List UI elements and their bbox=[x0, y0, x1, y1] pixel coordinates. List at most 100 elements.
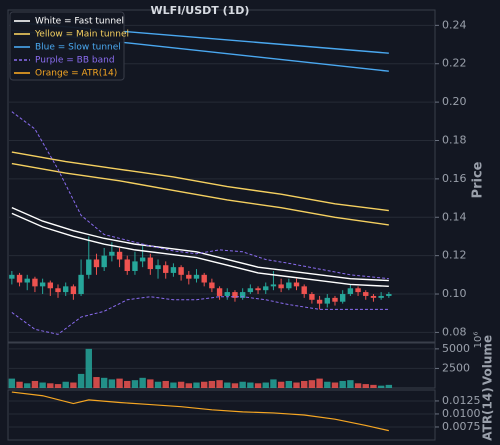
y-tick-label: 0.24 bbox=[442, 18, 467, 31]
overlay-line bbox=[11, 111, 389, 280]
volume-bar bbox=[354, 383, 362, 388]
candle-body bbox=[239, 292, 246, 298]
legend: White = Fast tunnel Yellow = Main tunnel B… bbox=[9, 11, 129, 81]
volume-bar bbox=[139, 377, 146, 388]
candle-body bbox=[286, 282, 292, 289]
y-tick-label: 2500 bbox=[442, 361, 470, 374]
volume-bar bbox=[100, 377, 108, 388]
volume-bar bbox=[16, 381, 23, 388]
candle-body bbox=[139, 257, 146, 262]
volume-bar bbox=[124, 380, 131, 388]
candle-body bbox=[132, 261, 138, 271]
volume-bar bbox=[193, 382, 200, 388]
volume-bar bbox=[224, 382, 231, 388]
volume-bar bbox=[8, 378, 16, 388]
volume-bar bbox=[231, 383, 239, 388]
y-tick-label: 0.20 bbox=[442, 95, 467, 108]
grid bbox=[8, 24, 435, 428]
candle-body bbox=[209, 282, 215, 289]
volume-bar bbox=[170, 382, 177, 388]
overlay-line bbox=[11, 212, 389, 288]
y-axis-label: Price bbox=[471, 161, 486, 198]
volume-bar bbox=[162, 380, 169, 388]
y-tick-label: 0.22 bbox=[442, 57, 467, 70]
volume-axis-label: Volume bbox=[481, 335, 495, 385]
y-tick-label: 0.18 bbox=[442, 133, 467, 146]
volume-bar bbox=[270, 379, 277, 388]
candle-body bbox=[93, 259, 100, 268]
volume-bar bbox=[216, 380, 223, 388]
overlay-line bbox=[11, 296, 389, 335]
volume-bar bbox=[62, 381, 69, 388]
volume-bar bbox=[339, 380, 346, 388]
legend-label: Blue = Slow tunnel bbox=[35, 43, 121, 53]
candle-body bbox=[39, 282, 46, 287]
chart-title: WLFI/USDT (1D) bbox=[151, 4, 250, 17]
y-tick-label: 0.10 bbox=[442, 287, 467, 300]
volume-bar bbox=[154, 381, 162, 388]
candle-body bbox=[101, 255, 107, 268]
atr-panel bbox=[7, 389, 436, 441]
candle-body bbox=[232, 292, 238, 298]
legend-label: White = Fast tunnel bbox=[35, 17, 124, 27]
candle-body bbox=[255, 288, 261, 291]
candle-body bbox=[116, 251, 123, 260]
volume-bar bbox=[185, 383, 192, 388]
volume-bar bbox=[31, 380, 39, 388]
candle-body bbox=[55, 288, 61, 293]
volume-bar bbox=[293, 382, 300, 388]
volume-bar bbox=[316, 378, 323, 388]
candle-body bbox=[109, 251, 115, 256]
candle-body bbox=[147, 257, 154, 270]
volume-bar bbox=[70, 382, 77, 388]
volume-bar bbox=[285, 380, 293, 388]
volume-bar bbox=[262, 382, 269, 388]
y-tick-label: 0.0125 bbox=[442, 394, 481, 407]
legend-label: Orange = ATR(14) bbox=[35, 69, 117, 79]
candle-body bbox=[324, 297, 330, 304]
y-tick-label: 0.16 bbox=[442, 172, 467, 185]
volume-bar bbox=[247, 382, 254, 388]
candle-body bbox=[363, 292, 369, 296]
volume-bar bbox=[308, 380, 316, 388]
candle-body bbox=[78, 274, 84, 295]
volume-bar bbox=[331, 382, 339, 388]
volume-offset-label: 10⁶ bbox=[473, 332, 484, 349]
volume-bar bbox=[93, 377, 100, 388]
candle-body bbox=[216, 288, 223, 296]
volume-bar bbox=[277, 381, 285, 388]
volume-bar bbox=[147, 379, 154, 388]
volume-bar bbox=[54, 384, 62, 388]
volume-bar bbox=[385, 384, 393, 388]
candle-body bbox=[316, 299, 323, 304]
candle-body bbox=[247, 288, 254, 293]
y-tick-label: 5000 bbox=[442, 342, 470, 355]
volume-bar bbox=[24, 383, 31, 388]
candle-body bbox=[309, 294, 315, 300]
legend-label: Yellow = Main tunnel bbox=[34, 30, 129, 40]
overlay-line bbox=[11, 162, 389, 226]
candle-body bbox=[47, 282, 54, 289]
candle-body bbox=[16, 274, 23, 283]
candle-body bbox=[278, 284, 284, 289]
candle-body bbox=[355, 288, 361, 293]
volume-bar bbox=[47, 383, 54, 388]
candle-body bbox=[332, 297, 338, 302]
atr-line bbox=[11, 391, 389, 432]
volume-bar bbox=[239, 381, 246, 388]
candle-body bbox=[370, 295, 377, 298]
volume-bar bbox=[324, 381, 331, 388]
candle-body bbox=[32, 278, 38, 287]
candle-body bbox=[155, 265, 161, 270]
volume-bar bbox=[208, 380, 216, 388]
candle-body bbox=[201, 274, 207, 283]
candle-body bbox=[386, 294, 392, 296]
volume-bar bbox=[116, 378, 123, 388]
volume-bar bbox=[85, 348, 92, 388]
y-tick-label: 0.14 bbox=[442, 210, 467, 223]
candle-body bbox=[270, 284, 277, 287]
candle-body bbox=[86, 259, 92, 275]
candle-body bbox=[63, 286, 69, 293]
